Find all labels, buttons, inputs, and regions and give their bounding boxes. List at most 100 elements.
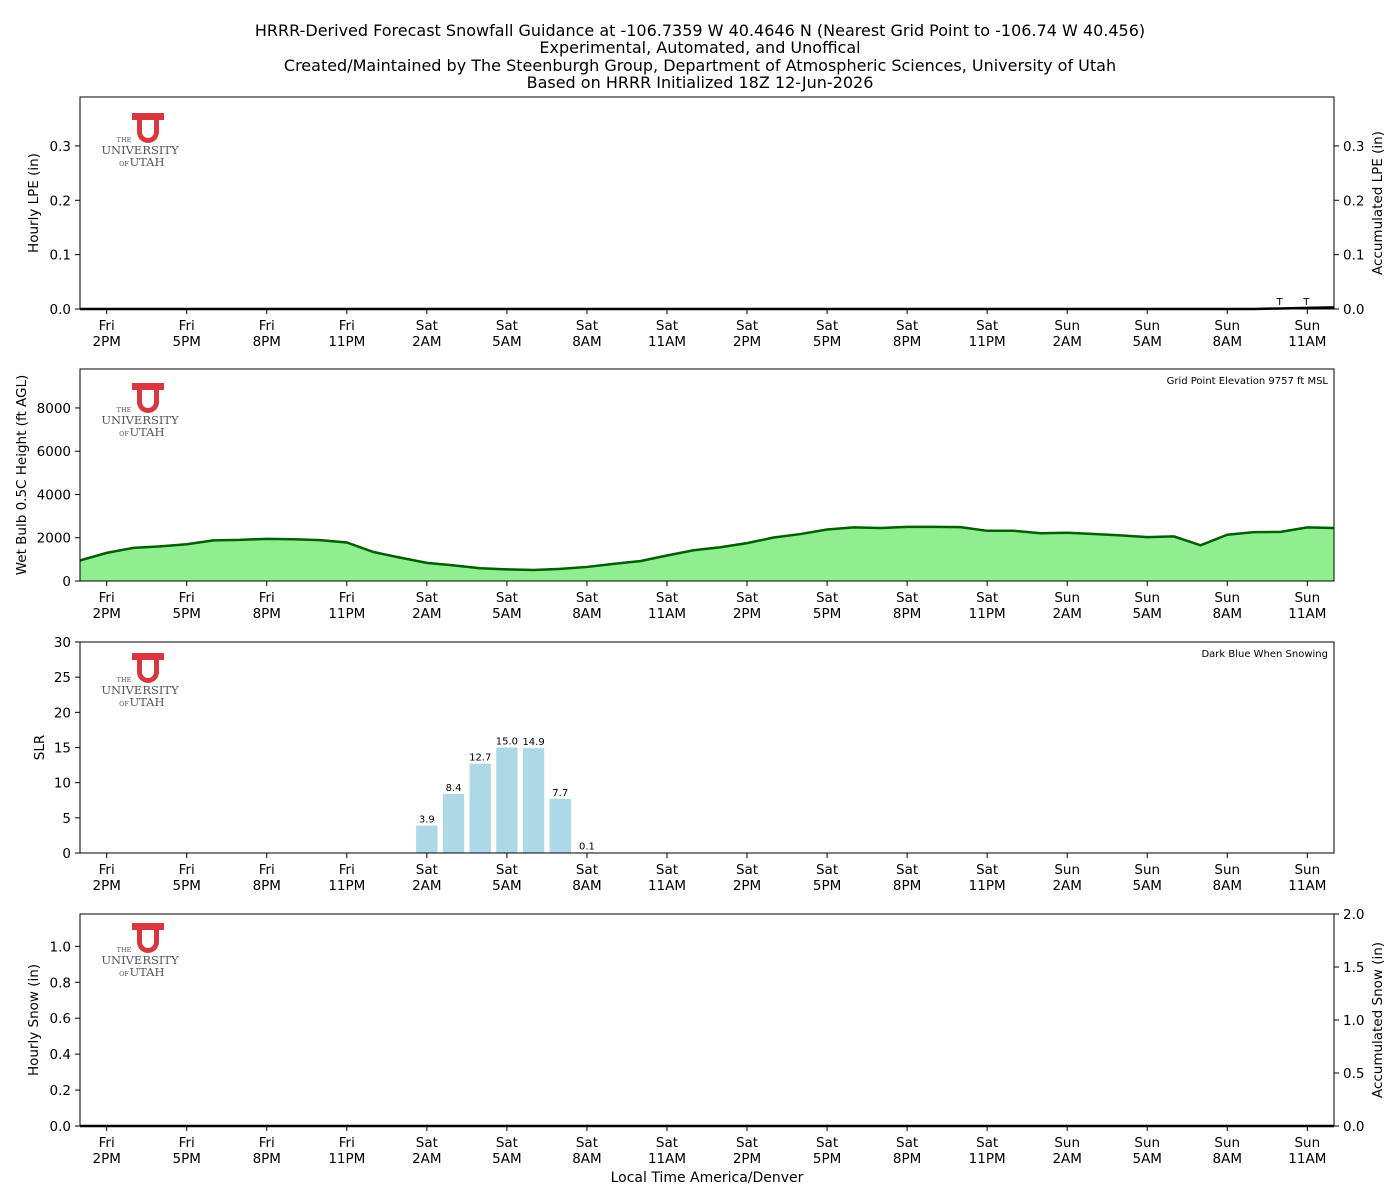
x-tick-label-time: 2AM [1052,878,1081,894]
slr-bar-label: 0.1 [579,841,595,852]
logo-text-of: OF [119,160,129,168]
x-tick-label-time: 5PM [813,878,841,894]
x-tick-label-time: 2PM [733,1151,761,1167]
x-tick-label-time: 8AM [1213,878,1242,894]
y-tick-label: 0.6 [50,1011,71,1027]
x-tick-label-time: 5PM [173,878,201,894]
x-tick-label-time: 2AM [412,878,441,894]
x-tick-label-time: 2PM [92,878,120,894]
x-tick-label-day: Sat [576,318,598,334]
x-tick-label-time: 8PM [253,1151,281,1167]
x-tick-label-time: 11PM [328,1151,365,1167]
x-tick-label-day: Fri [259,862,275,878]
plot-frame [79,96,1335,310]
x-tick-label-time: 5PM [813,334,841,350]
logo-text-utah: UTAH [129,965,164,979]
x-tick-label-day: Sat [416,862,438,878]
x-tick-label-time: 5AM [492,878,521,894]
x-tick-label-day: Sat [896,862,918,878]
y2-tick-label: 0.3 [1343,139,1364,155]
university-of-utah-u-icon [132,383,164,413]
logo-text-the: THE [117,676,132,684]
x-tick-label-day: Fri [339,862,355,878]
hourly-lpe-bar-label: T [1302,297,1310,308]
x-tick-label-day: Sat [976,318,998,334]
y-tick-label: 0.1 [50,248,71,264]
y-tick-label: 25 [54,670,71,686]
x-tick-label-day: Fri [259,318,275,334]
snowing-color-annotation: Dark Blue When Snowing [1201,649,1328,660]
y2-tick-label: 0.0 [1343,1119,1364,1135]
y2-tick-label: 0.0 [1343,302,1364,318]
hourly-lpe-bar-label: T [1276,297,1284,308]
x-tick-label-day: Sun [1214,862,1240,878]
slr-bar-label: 12.7 [469,753,491,764]
x-tick-label-time: 8AM [572,606,601,622]
x-tick-label-day: Sat [736,590,758,606]
x-tick-label-time: 11AM [1288,1151,1326,1167]
x-tick-label-day: Sun [1134,862,1160,878]
x-tick-label-day: Sat [816,318,838,334]
y-tick-label: 8000 [37,401,71,417]
x-tick-label-day: Fri [179,590,195,606]
x-tick-label-day: Fri [179,318,195,334]
title-line-4: Based on HRRR Initialized 18Z 12-Jun-202… [527,73,874,92]
y2-tick-label: 0.5 [1343,1066,1364,1082]
figure-title: HRRR-Derived Forecast Snowfall Guidance … [255,21,1145,92]
x-tick-label-time: 5AM [492,1151,521,1167]
y2-tick-label: 1.5 [1343,960,1364,976]
y-tick-label: 6000 [37,444,71,460]
logo-text-utah: UTAH [129,425,164,439]
x-tick-label-time: 8AM [1213,606,1242,622]
x-tick-label-time: 11AM [1288,334,1326,350]
y-axis-title: SLR [32,735,48,760]
x-tick-label-time: 2AM [1052,606,1081,622]
x-tick-label-day: Sun [1294,590,1320,606]
logo-text-the: THE [117,406,132,414]
slr-panel: 0 5 10 15 20 25 30 SLR 3.9 8.4 12.7 15.0 14.9 7.7 0.1 F… [32,635,1335,894]
snowfall-panel: 0.0 0.2 0.4 0.6 0.8 1.0 0.0 0.5 1.0 1.5 2.0 Hourly … [26,907,1386,1167]
x-tick-label-time: 2AM [1052,1151,1081,1167]
university-of-utah-u-icon [132,923,164,953]
x-tick-label-time: 8AM [572,1151,601,1167]
title-line-2: Experimental, Automated, and Unoffical [539,38,860,57]
x-tick-label-day: Sat [416,590,438,606]
y-tick-label: 0 [62,574,71,590]
grid-point-elevation-annotation: Grid Point Elevation 9757 ft MSL [1167,376,1329,387]
plot-frame [79,368,1335,582]
y-tick-label: 0.4 [50,1047,71,1063]
x-tick-label-day: Sat [576,862,598,878]
x-tick-label-time: 5AM [1132,1151,1161,1167]
x-tick-label-day: Sat [976,862,998,878]
plot-frame [79,913,1335,1127]
x-tick-label-day: Sat [896,318,918,334]
logo-text-university: UNIVERSITY [101,413,179,427]
x-tick-label-day: Sat [736,1135,758,1151]
x-tick-label-day: Sat [976,590,998,606]
x-tick-label-day: Sat [896,590,918,606]
x-tick-label-time: 11PM [328,878,365,894]
slr-bar [416,825,438,853]
x-tick-label-day: Sat [816,862,838,878]
x-tick-label-time: 5PM [173,606,201,622]
x-tick-label-time: 11PM [328,334,365,350]
logo-text-university: UNIVERSITY [101,143,179,157]
y-tick-label: 1.0 [50,939,71,955]
x-tick-label-time: 11AM [648,334,686,350]
x-tick-label-time: 2PM [733,878,761,894]
x-tick-label-day: Sat [576,590,598,606]
x-tick-label-day: Fri [179,1135,195,1151]
y-tick-label: 4000 [37,487,71,503]
x-tick-label-day: Sat [416,318,438,334]
x-tick-label-time: 5AM [1132,606,1161,622]
slr-bar [522,748,545,853]
x-axis-label: Local Time America/Denver [611,1170,804,1186]
x-tick-label-day: Sat [576,1135,598,1151]
x-tick-label-day: Fri [339,318,355,334]
y-tick-label: 30 [54,635,71,651]
x-tick-label-time: 5AM [492,334,521,350]
slr-bar-label: 14.9 [522,737,544,748]
x-tick-label-time: 2AM [412,1151,441,1167]
x-tick-label-time: 2PM [733,606,761,622]
